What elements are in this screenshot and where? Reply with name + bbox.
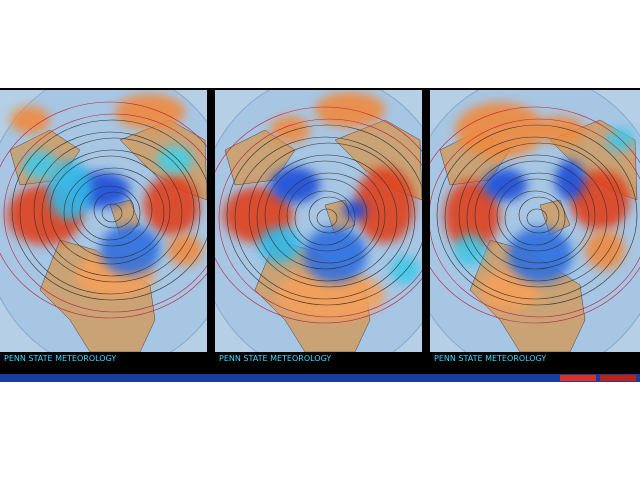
panel-footer	[215, 352, 422, 372]
contour	[518, 196, 560, 234]
status-bar	[0, 374, 640, 382]
contour	[526, 208, 548, 228]
contour	[234, 136, 416, 300]
anomaly	[390, 256, 420, 284]
contour	[294, 190, 356, 246]
anomaly	[455, 102, 545, 158]
contour	[218, 118, 422, 318]
contour	[286, 178, 368, 252]
panel-footer	[430, 352, 640, 372]
contour	[488, 172, 590, 264]
anomaly	[508, 227, 572, 283]
panel-label: PENN STATE METEOROLOGY	[219, 354, 331, 363]
anomaly	[555, 160, 585, 200]
contour	[101, 203, 123, 223]
contour	[41, 149, 183, 277]
contour	[63, 167, 165, 259]
contour	[316, 208, 338, 228]
contour	[79, 185, 141, 241]
status-swatch	[560, 375, 596, 381]
contour	[436, 124, 638, 306]
contour	[496, 178, 578, 252]
contour	[11, 119, 207, 301]
contour	[474, 160, 596, 270]
contour	[278, 172, 380, 264]
map-panel	[430, 90, 640, 352]
anomaly	[115, 94, 185, 130]
contour	[248, 142, 410, 288]
panel-footer	[0, 352, 207, 372]
contour	[430, 118, 640, 318]
contour	[458, 142, 620, 288]
anomaly	[144, 175, 200, 235]
map-panel	[0, 90, 207, 352]
anomaly	[100, 225, 160, 275]
anomaly	[270, 116, 310, 144]
contour	[71, 173, 153, 247]
contour	[466, 154, 608, 282]
anomaly	[167, 234, 203, 266]
anomaly	[22, 151, 58, 179]
status-swatch	[600, 375, 636, 381]
anomaly	[355, 167, 415, 243]
contour	[0, 101, 207, 319]
anomaly	[258, 227, 302, 263]
anomaly	[444, 180, 500, 250]
anomaly	[454, 234, 486, 266]
contour	[33, 137, 195, 283]
contour	[264, 160, 386, 270]
contour	[504, 190, 566, 246]
contour	[49, 155, 171, 265]
contour	[444, 136, 626, 300]
contour	[256, 154, 398, 282]
land	[539, 199, 571, 236]
panel-label: PENN STATE METEOROLOGY	[4, 354, 116, 363]
anomaly	[157, 146, 193, 174]
contour	[19, 131, 201, 295]
panel-label: PENN STATE METEOROLOGY	[434, 354, 546, 363]
map-panel	[215, 90, 422, 352]
contour	[215, 106, 422, 324]
contour	[308, 196, 350, 234]
contour	[226, 124, 422, 306]
anomaly	[10, 106, 50, 134]
contour	[3, 113, 207, 313]
contour	[430, 106, 640, 324]
anomaly	[585, 230, 625, 270]
anomaly	[535, 116, 585, 144]
anomaly	[315, 92, 385, 128]
contour	[93, 191, 135, 229]
land	[224, 129, 296, 186]
